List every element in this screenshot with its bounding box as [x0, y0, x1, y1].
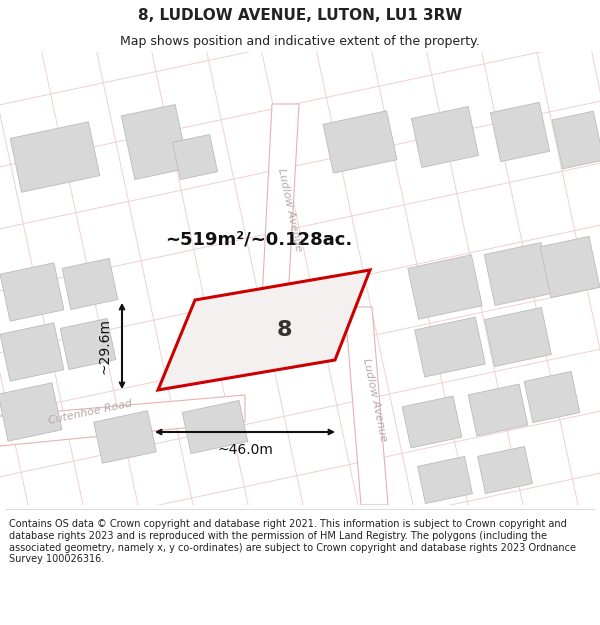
- Text: 8: 8: [277, 320, 292, 340]
- Text: Ludlow Avenue: Ludlow Avenue: [361, 357, 389, 442]
- Polygon shape: [323, 111, 397, 173]
- Text: 8, LUDLOW AVENUE, LUTON, LU1 3RW: 8, LUDLOW AVENUE, LUTON, LU1 3RW: [138, 8, 462, 23]
- Polygon shape: [182, 401, 248, 454]
- Polygon shape: [484, 242, 552, 306]
- Polygon shape: [552, 111, 600, 169]
- Text: ~46.0m: ~46.0m: [217, 443, 273, 457]
- Polygon shape: [0, 382, 62, 441]
- Polygon shape: [94, 411, 156, 463]
- Text: Contains OS data © Crown copyright and database right 2021. This information is : Contains OS data © Crown copyright and d…: [9, 519, 576, 564]
- Text: Ludlow Avenue: Ludlow Avenue: [276, 168, 304, 252]
- Polygon shape: [345, 307, 388, 505]
- Polygon shape: [60, 319, 116, 369]
- Polygon shape: [478, 446, 532, 494]
- Polygon shape: [408, 255, 482, 319]
- Polygon shape: [524, 371, 580, 423]
- Polygon shape: [402, 396, 462, 448]
- Text: ~29.6m: ~29.6m: [97, 318, 111, 374]
- Polygon shape: [485, 308, 551, 366]
- Polygon shape: [412, 106, 479, 168]
- Polygon shape: [172, 134, 218, 179]
- Text: ~519m²/~0.128ac.: ~519m²/~0.128ac.: [165, 231, 352, 249]
- Polygon shape: [540, 236, 600, 298]
- Polygon shape: [121, 104, 188, 179]
- Polygon shape: [158, 270, 370, 390]
- Polygon shape: [490, 102, 550, 162]
- Polygon shape: [262, 104, 299, 300]
- Polygon shape: [0, 322, 64, 381]
- Polygon shape: [418, 456, 472, 504]
- Text: Cutenhoe Road: Cutenhoe Road: [47, 398, 133, 426]
- Polygon shape: [415, 317, 485, 377]
- Polygon shape: [62, 259, 118, 309]
- Polygon shape: [0, 262, 64, 321]
- Polygon shape: [468, 384, 528, 436]
- Polygon shape: [0, 395, 245, 447]
- Text: Map shows position and indicative extent of the property.: Map shows position and indicative extent…: [120, 35, 480, 48]
- Polygon shape: [10, 122, 100, 192]
